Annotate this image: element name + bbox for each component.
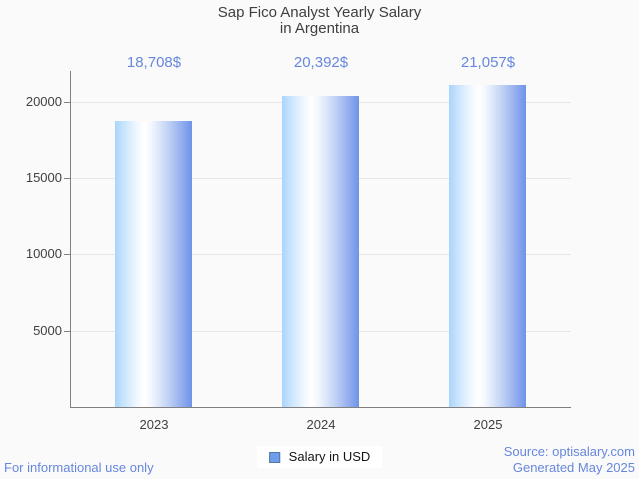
generated-date-text: Generated May 2025 xyxy=(512,460,635,475)
chart-title: Sap Fico Analyst Yearly Salary in Argent… xyxy=(0,5,639,37)
bar-2025 xyxy=(449,85,526,407)
bar-value-label: 21,057$ xyxy=(460,54,516,71)
disclaimer-text: For informational use only xyxy=(4,460,154,475)
bar-2024 xyxy=(282,96,359,407)
chart-title-line2: in Argentina xyxy=(279,20,360,37)
plot-area: 5000 10000 15000 20000 18,708$ 2023 20,392$ 202… xyxy=(26,54,571,432)
bar-value-label: 20,392$ xyxy=(293,54,349,71)
chart-title-line1: Sap Fico Analyst Yearly Salary xyxy=(217,4,422,21)
x-axis-label: 2024 xyxy=(306,417,336,432)
y-axis-tick xyxy=(64,178,70,179)
chart-legend: Salary in USD xyxy=(256,446,383,468)
x-axis-label: 2025 xyxy=(473,417,503,432)
legend-label: Salary in USD xyxy=(288,449,371,464)
y-axis-label: 5000 xyxy=(33,323,62,338)
y-axis-label: 20000 xyxy=(25,94,62,109)
y-axis-tick xyxy=(64,254,70,255)
y-axis-tick xyxy=(64,102,70,103)
x-axis-label: 2023 xyxy=(139,417,169,432)
y-axis-label: 15000 xyxy=(25,170,62,185)
source-text: Source: optisalary.com xyxy=(503,444,635,459)
bar-value-label: 18,708$ xyxy=(126,54,182,71)
source-attribution: Source: optisalary.com Generated May 202… xyxy=(504,444,635,476)
y-axis-tick xyxy=(64,331,70,332)
legend-swatch-icon xyxy=(268,451,280,463)
y-axis-label: 10000 xyxy=(25,246,62,261)
bar-2023 xyxy=(115,121,192,407)
